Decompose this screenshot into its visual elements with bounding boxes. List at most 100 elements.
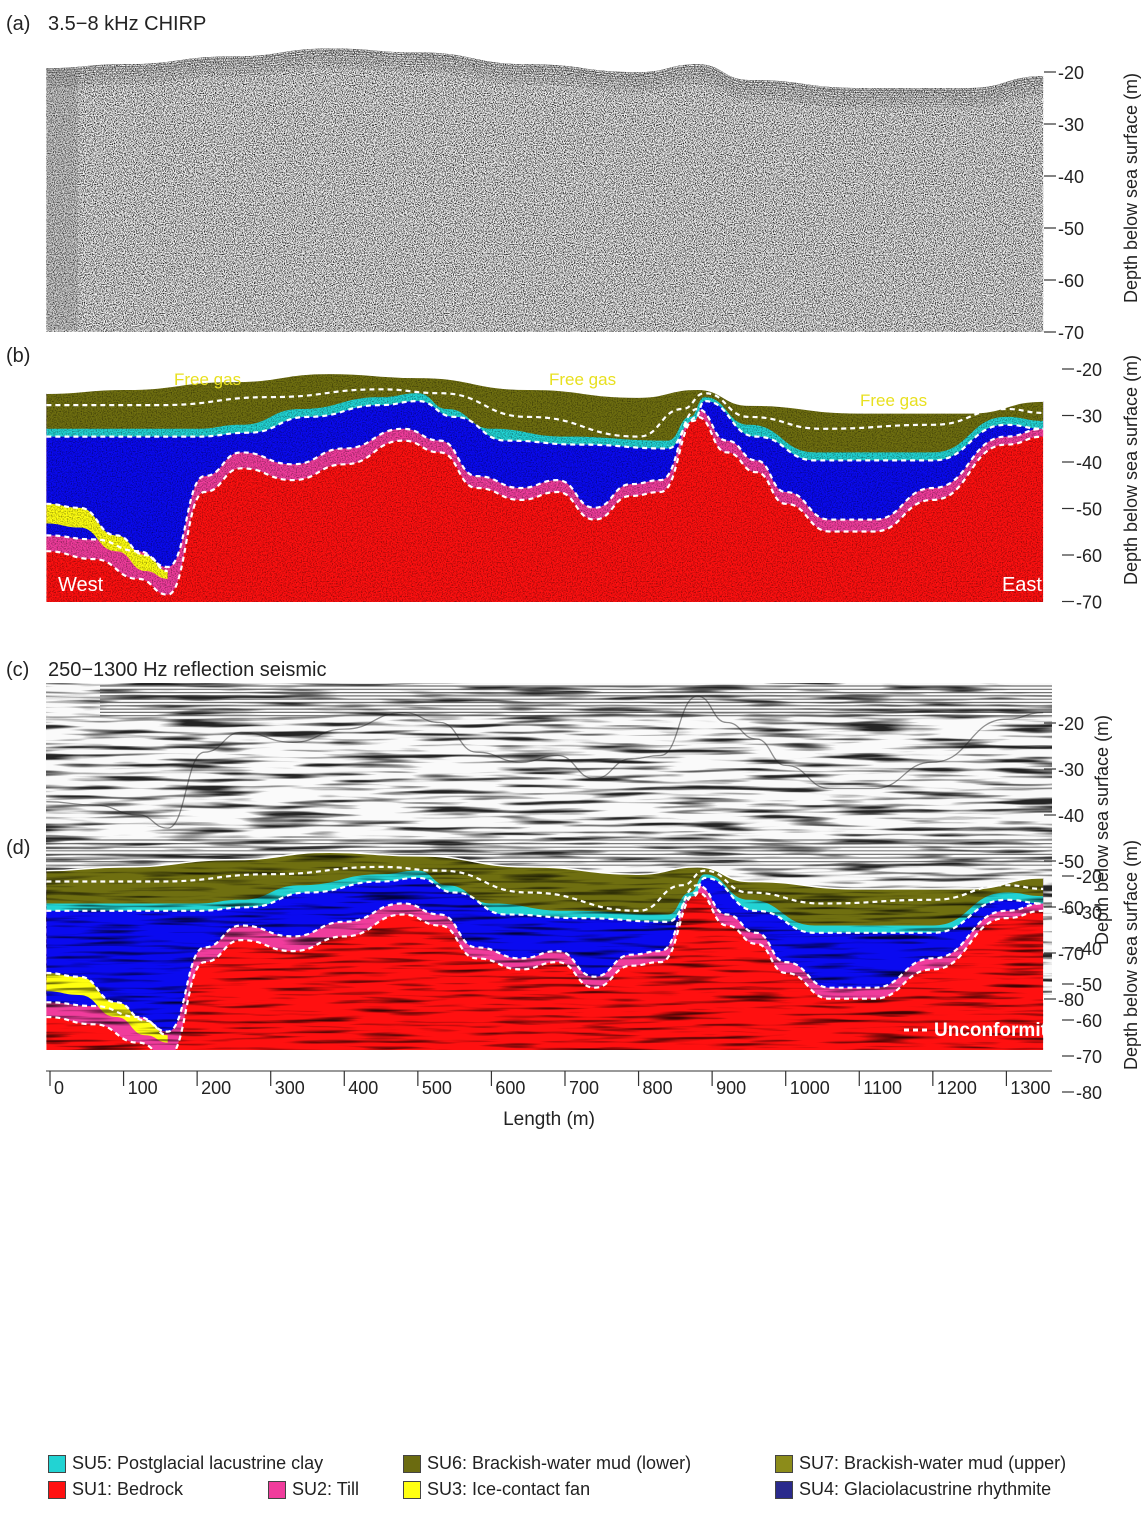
su3-top-line	[46, 502, 168, 573]
chirp-reflector	[46, 48, 1044, 89]
west-label: West	[58, 1047, 104, 1069]
seafloor-line	[46, 851, 1044, 890]
chirp-reflector	[46, 59, 1044, 101]
legend-item: SU6: Brackish-water mud (lower)	[403, 1453, 691, 1474]
chirp-reflector	[46, 66, 1044, 108]
su5-base-line	[46, 399, 1044, 462]
free-gas-label: Free gas	[860, 391, 927, 410]
chirp-reflector	[46, 62, 1044, 103]
depth-tick-label: -50	[1076, 500, 1102, 520]
depth-tick-label: -30	[1058, 760, 1084, 780]
depth-tick-label: -40	[1058, 167, 1084, 187]
su3-top-line	[46, 971, 168, 1037]
su2-top-line	[46, 407, 1044, 569]
legend-swatch	[403, 1480, 421, 1499]
depth-tick-label: -30	[1076, 903, 1102, 923]
length-axis: 0 100 200 300 400 500 600 700 800 900 1000 1100 1200…	[46, 1070, 1052, 1098]
panel-b-depth-axis: -20 -30 -40 -50 -60 -70	[1062, 360, 1102, 613]
east-label: East	[1002, 574, 1042, 596]
length-tick-label: 300	[275, 1078, 305, 1098]
unconformity-lines-d	[46, 851, 1044, 1059]
depth-tick-label: -70	[1058, 323, 1084, 343]
length-tick-label: 600	[495, 1078, 525, 1098]
legend-label: SU6: Brackish-water mud (lower)	[427, 1453, 692, 1473]
chirp-reflector	[46, 52, 1044, 94]
su6-base-line	[46, 388, 1044, 438]
depth-tick-label: -60	[1058, 898, 1084, 918]
chirp-reflector	[46, 55, 1044, 96]
depth-tick-label: -20	[1058, 714, 1084, 734]
legend-item: SU4: Glaciolacustrine rhythmite	[775, 1479, 1051, 1500]
chirp-start-band	[46, 55, 78, 330]
length-tick-label: 1000	[790, 1078, 830, 1098]
depth-tick-label: -50	[1058, 852, 1084, 872]
su1-top-line	[46, 891, 1044, 1059]
length-tick-label: 1300	[1010, 1078, 1050, 1098]
panel-d-label: (d)	[6, 837, 30, 859]
free-gas-label: Free gas	[549, 370, 616, 389]
chirp-reflector	[46, 50, 1044, 91]
panel-a-depth-axis: -20 -30 -40 -50 -60 -70	[1044, 63, 1084, 343]
legend-swatch	[48, 1480, 66, 1499]
west-label: West	[58, 574, 104, 596]
su2-top-line	[46, 884, 1044, 1033]
su5-base-line	[46, 876, 1044, 934]
length-tick-label: 100	[128, 1078, 158, 1098]
legend-item: SU3: Ice-contact fan	[403, 1479, 590, 1500]
seismic-reflectors	[46, 685, 1052, 829]
depth-tick-label: -30	[1058, 115, 1084, 135]
length-tick-label: 800	[643, 1078, 673, 1098]
unconformity-label: Unconformity	[934, 1020, 1058, 1041]
legend-swatch	[775, 1480, 793, 1499]
length-tick-label: 900	[716, 1078, 746, 1098]
depth-tick-label: -60	[1076, 1011, 1102, 1031]
legend-label: SU7: Brackish-water mud (upper)	[799, 1453, 1067, 1473]
panel-a-axis-label: Depth below sea surface (m)	[1121, 73, 1141, 303]
legend-item: SU7: Brackish-water mud (upper)	[775, 1453, 1066, 1474]
depth-tick-label: -70	[1058, 944, 1084, 964]
panel-b-axis-label: Depth below sea surface (m)	[1121, 355, 1141, 585]
depth-tick-label: -20	[1058, 63, 1084, 83]
panel-b: (b) Free gas Free gas Free gas West East…	[6, 345, 1141, 613]
unconformity-lines-b	[46, 372, 1044, 596]
legend-swatch	[48, 1454, 66, 1473]
legend-label: SU1: Bedrock	[72, 1479, 184, 1499]
depth-tick-label: -70	[1076, 593, 1102, 613]
panel-d-axis-label: Depth below sea surface (m)	[1121, 840, 1141, 1070]
chirp-reflector	[46, 57, 1044, 98]
panel-c-depth-axis: -20 -30 -40 -50 -60 -70 -80	[1044, 714, 1084, 1010]
legend-label: SU3: Ice-contact fan	[427, 1479, 591, 1499]
length-tick-label: 200	[201, 1078, 231, 1098]
legend-item: SU5: Postglacial lacustrine clay	[48, 1453, 323, 1474]
east-label: East	[1002, 1047, 1042, 1069]
legend-label: SU2: Till	[292, 1479, 360, 1499]
panel-b-label: (b)	[6, 345, 30, 367]
legend-swatch	[403, 1454, 421, 1473]
depth-tick-label: -50	[1076, 975, 1102, 995]
legend: SU5: Postglacial lacustrine clay SU6: Br…	[48, 1453, 1138, 1523]
panel-c-label: (c)	[6, 659, 29, 681]
basement-reflector	[46, 695, 1044, 829]
depth-tick-label: -20	[1076, 360, 1102, 380]
depth-tick-label: -80	[1058, 990, 1084, 1010]
interpreted-chirp-section	[46, 373, 1044, 602]
length-tick-label: 0	[54, 1078, 64, 1098]
depth-tick-label: -40	[1058, 806, 1084, 826]
length-axis-label: Length (m)	[503, 1109, 595, 1130]
legend-swatch	[775, 1454, 793, 1473]
chirp-reflector	[46, 64, 1044, 105]
legend-label: SU4: Glaciolacustrine rhythmite	[799, 1479, 1052, 1499]
depth-tick-label: -60	[1058, 271, 1084, 291]
panel-c-title: 250−1300 Hz reflection seismic	[48, 659, 326, 681]
length-tick-label: 500	[422, 1078, 452, 1098]
depth-tick-label: -40	[1076, 939, 1102, 959]
length-tick-label: 400	[348, 1078, 378, 1098]
depth-tick-label: -30	[1076, 407, 1102, 427]
chirp-profile	[46, 48, 1044, 332]
panel-a-title: 3.5−8 kHz CHIRP	[48, 13, 206, 35]
depth-tick-label: -50	[1058, 219, 1084, 239]
legend-label: SU5: Postglacial lacustrine clay	[72, 1453, 324, 1473]
panel-a: (a) 3.5−8 kHz CHIRP -20 -30 -40 -50 -60 -70 D…	[6, 13, 1141, 343]
panel-a-label: (a)	[6, 13, 30, 35]
